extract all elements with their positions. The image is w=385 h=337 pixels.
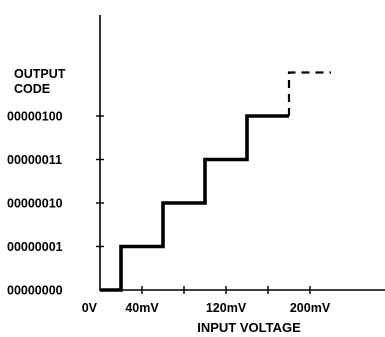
y-axis-label-line-1: OUTPUT xyxy=(14,67,66,81)
y-tick-label: 00000001 xyxy=(7,240,63,254)
plot-area xyxy=(100,71,331,292)
x-tick-label: 120mV xyxy=(206,301,247,315)
x-tick-label: 0V xyxy=(82,301,98,315)
tick-labels: 00000000 00000001 00000010 00000011 00000100… xyxy=(7,110,331,316)
y-tick-label: 00000000 xyxy=(7,284,63,298)
y-tick-label: 00000100 xyxy=(7,110,63,124)
series-line-dashed xyxy=(287,71,331,116)
y-tick-label: 00000010 xyxy=(7,197,63,211)
x-axis-label: INPUT VOLTAGE xyxy=(197,320,301,335)
x-tick-label: 200mV xyxy=(290,301,331,315)
y-tick-label: 00000011 xyxy=(7,153,62,167)
x-tick-label: 40mV xyxy=(125,301,159,315)
chart-axes xyxy=(96,15,385,294)
series-line-solid xyxy=(100,114,289,292)
y-axis-label-line-2: CODE xyxy=(14,82,50,96)
